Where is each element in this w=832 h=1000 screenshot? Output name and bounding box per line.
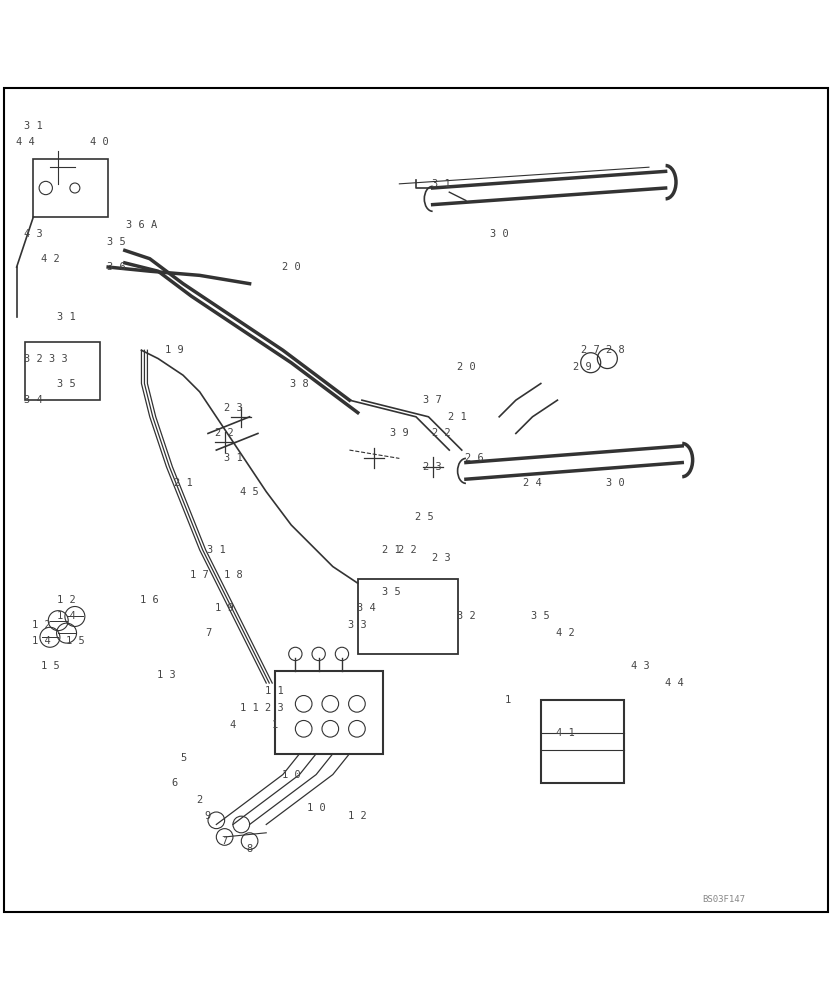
Text: 4 3: 4 3 <box>24 229 42 239</box>
Text: 1 9: 1 9 <box>215 603 234 613</box>
Text: 3 3: 3 3 <box>349 620 367 630</box>
Text: 3 7: 3 7 <box>423 395 442 405</box>
Text: 6: 6 <box>171 778 178 788</box>
Text: 1 9: 1 9 <box>166 345 184 355</box>
Text: 1 6: 1 6 <box>141 595 159 605</box>
Text: 1 7: 1 7 <box>191 570 209 580</box>
Text: 4: 4 <box>230 720 236 730</box>
Text: 3 6: 3 6 <box>107 262 126 272</box>
Text: 2 0: 2 0 <box>282 262 300 272</box>
Text: 3 5: 3 5 <box>107 237 126 247</box>
Text: 2 5: 2 5 <box>415 512 433 522</box>
Text: 2 7: 2 7 <box>582 345 600 355</box>
Bar <box>33 159 108 217</box>
Text: 1 3: 1 3 <box>157 670 176 680</box>
Text: 7: 7 <box>205 628 211 638</box>
Text: 1 5: 1 5 <box>41 661 59 671</box>
Text: 3 9: 3 9 <box>390 428 409 438</box>
Text: 9: 9 <box>205 811 211 821</box>
Text: 3 1: 3 1 <box>224 453 242 463</box>
Text: 3 4: 3 4 <box>24 395 42 405</box>
Text: 3 5: 3 5 <box>382 587 400 597</box>
Bar <box>275 671 383 754</box>
Text: 2 0: 2 0 <box>457 362 475 372</box>
Text: 2 6: 2 6 <box>465 453 483 463</box>
Text: 4 0: 4 0 <box>91 137 109 147</box>
Text: 2 1: 2 1 <box>174 478 192 488</box>
Bar <box>358 579 458 654</box>
Text: 7: 7 <box>221 836 228 846</box>
Text: 1 2: 1 2 <box>349 811 367 821</box>
Text: 8: 8 <box>246 844 253 854</box>
Text: 3 5: 3 5 <box>532 611 550 621</box>
Text: 2 2: 2 2 <box>432 428 450 438</box>
Text: 3 6 A: 3 6 A <box>126 220 157 230</box>
Text: 4 3: 4 3 <box>631 661 650 671</box>
Text: 5: 5 <box>180 753 186 763</box>
Text: 3 3: 3 3 <box>49 354 67 364</box>
Text: 2 1: 2 1 <box>448 412 467 422</box>
Text: 2 1: 2 1 <box>382 545 400 555</box>
Text: 1 0: 1 0 <box>282 770 300 780</box>
Text: 3 8: 3 8 <box>290 379 309 389</box>
Text: 4 2: 4 2 <box>557 628 575 638</box>
Text: 3 2: 3 2 <box>24 354 42 364</box>
Text: 4 4: 4 4 <box>665 678 683 688</box>
Bar <box>25 342 100 400</box>
Text: 3 5: 3 5 <box>57 379 76 389</box>
Text: 3 0: 3 0 <box>490 229 508 239</box>
Text: 1 5: 1 5 <box>66 636 84 646</box>
Text: 2: 2 <box>196 795 203 805</box>
Text: 1 1: 1 1 <box>240 703 259 713</box>
Text: 2 3: 2 3 <box>265 703 284 713</box>
Text: 1: 1 <box>504 695 511 705</box>
Text: 4 2: 4 2 <box>41 254 59 264</box>
Text: BS03F147: BS03F147 <box>702 895 745 904</box>
Text: 1 4: 1 4 <box>57 611 76 621</box>
Text: 4 5: 4 5 <box>240 487 259 497</box>
Text: 1 2: 1 2 <box>32 620 51 630</box>
Text: 1 8: 1 8 <box>224 570 242 580</box>
Text: 4 1: 4 1 <box>557 728 575 738</box>
Text: 1 1: 1 1 <box>265 686 284 696</box>
Text: 2 2: 2 2 <box>399 545 417 555</box>
Text: 2 8: 2 8 <box>607 345 625 355</box>
Text: 2 3: 2 3 <box>432 553 450 563</box>
Text: 1 4: 1 4 <box>32 636 51 646</box>
Text: 3 1: 3 1 <box>207 545 225 555</box>
Text: 2 4: 2 4 <box>523 478 542 488</box>
Bar <box>541 700 624 783</box>
Text: 3 2: 3 2 <box>457 611 475 621</box>
Text: 3 4: 3 4 <box>357 603 375 613</box>
Text: 3 1: 3 1 <box>432 179 450 189</box>
Text: 3 0: 3 0 <box>607 478 625 488</box>
Text: 1: 1 <box>271 720 278 730</box>
Text: 2 3: 2 3 <box>423 462 442 472</box>
Text: 2 2: 2 2 <box>215 428 234 438</box>
Text: 1 0: 1 0 <box>307 803 325 813</box>
Text: 4 4: 4 4 <box>16 137 34 147</box>
Text: 1 2: 1 2 <box>57 595 76 605</box>
Text: 2 3: 2 3 <box>224 403 242 413</box>
Text: 3 1: 3 1 <box>24 121 42 131</box>
Text: 3 1: 3 1 <box>57 312 76 322</box>
Text: 2 9: 2 9 <box>573 362 592 372</box>
